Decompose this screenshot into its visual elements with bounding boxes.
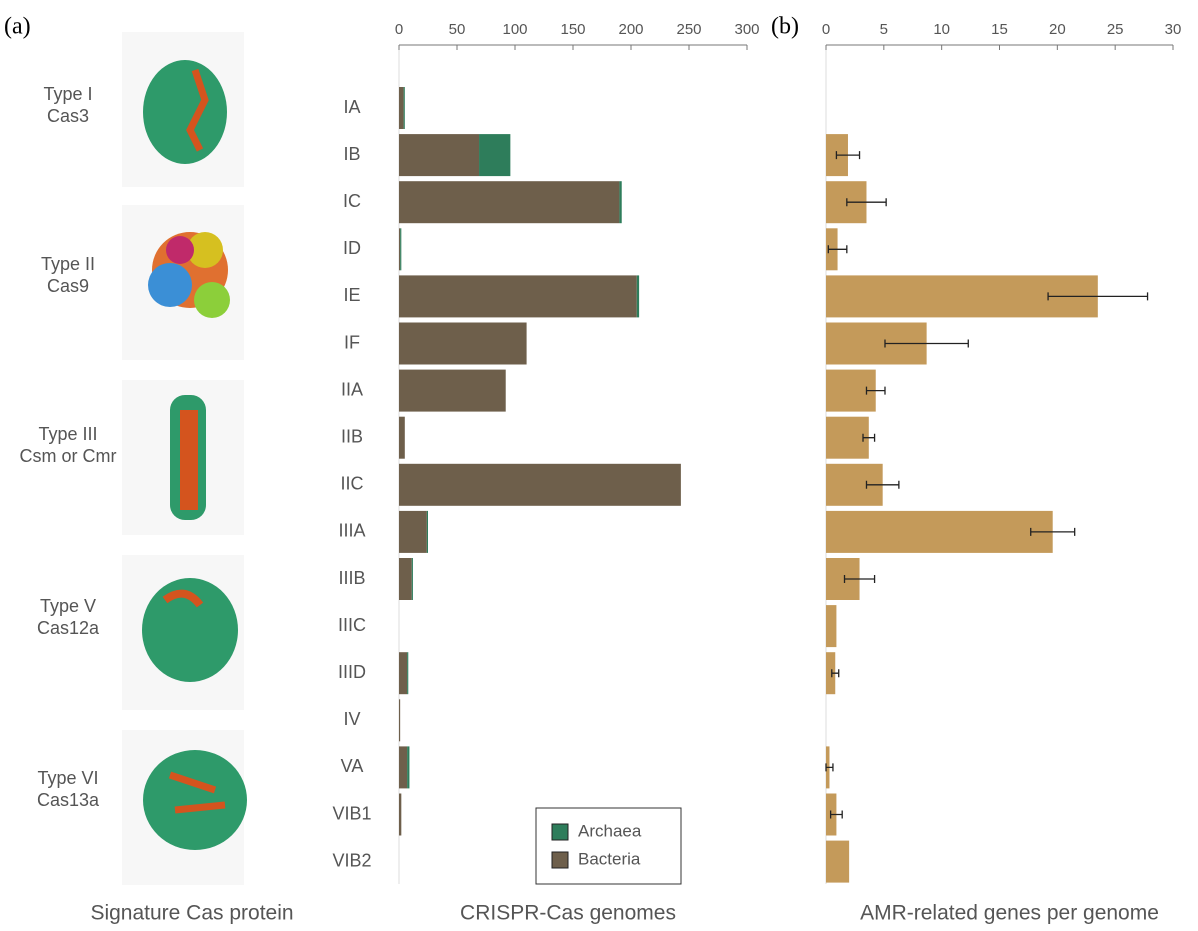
panel-label: (a) [4, 14, 31, 40]
legend-label: Archaea [578, 821, 642, 840]
x-tick-label: 50 [449, 21, 466, 38]
legend-box [536, 808, 681, 884]
x-tick-label: 250 [676, 21, 701, 38]
bar-segment [399, 699, 400, 741]
axis-label: CRISPR-Cas genomes [460, 902, 676, 925]
bar-segment [399, 275, 637, 317]
y-tick-label: IC [343, 191, 361, 211]
protein-type: Type I [43, 84, 92, 104]
bar-segment [637, 275, 639, 317]
figure: (a) (b) Signature Cas protein Type ICas3… [0, 0, 1198, 931]
protein-name: Cas9 [47, 276, 89, 296]
y-tick-label: IV [343, 709, 360, 729]
bar-segment [399, 511, 427, 553]
bar-segment [399, 746, 407, 788]
y-tick-label: VIB1 [332, 803, 371, 823]
x-tick-label: 0 [395, 21, 403, 38]
bar-segment [619, 181, 621, 223]
x-tick-label: 100 [502, 21, 527, 38]
bar-segment [479, 134, 510, 176]
bar-segment [407, 746, 409, 788]
bar-segment [399, 558, 412, 600]
protein-type: Type V [40, 596, 96, 616]
bar-segment [399, 417, 405, 459]
y-tick-label: IIIC [338, 615, 366, 635]
bar-segment [412, 558, 413, 600]
bar [826, 511, 1053, 553]
bar-segment [399, 464, 681, 506]
x-tick-label: 25 [1107, 21, 1124, 38]
y-tick-label: VA [341, 756, 364, 776]
bar-segment [427, 511, 428, 553]
bar-segment [399, 652, 407, 694]
bar [826, 605, 836, 647]
protein-name: Cas12a [37, 618, 100, 638]
x-tick-label: 0 [822, 21, 830, 38]
x-tick-label: 30 [1165, 21, 1182, 38]
axis-label: AMR-related genes per genome [860, 902, 1159, 925]
y-tick-label: IIIA [338, 521, 365, 541]
x-tick-label: 200 [618, 21, 643, 38]
structure [143, 60, 227, 164]
bar-segment [399, 181, 619, 223]
y-tick-label: IE [343, 285, 360, 305]
structure [143, 750, 247, 850]
y-tick-label: IIIB [338, 568, 365, 588]
bar-segment [399, 370, 506, 412]
bar-segment [399, 134, 479, 176]
bar-segment [399, 794, 401, 836]
legend-label: Bacteria [578, 849, 641, 868]
y-tick-label: IB [343, 144, 360, 164]
y-tick-label: IA [343, 97, 360, 117]
x-tick-label: 15 [991, 21, 1008, 38]
bar [826, 841, 849, 883]
y-tick-label: ID [343, 238, 361, 258]
y-tick-label: IIA [341, 379, 363, 399]
x-tick-label: 150 [560, 21, 585, 38]
y-tick-label: IIID [338, 662, 366, 682]
y-tick-label: IF [344, 332, 360, 352]
bar-segment [399, 87, 404, 129]
panel-label: (b) [771, 14, 799, 40]
protein-name: Cas13a [37, 790, 100, 810]
legend-swatch [552, 824, 568, 840]
bar-segment [400, 228, 401, 270]
bar-segment [399, 228, 400, 270]
x-tick-label: 20 [1049, 21, 1066, 38]
legend-swatch [552, 852, 568, 868]
protein-type: Type II [41, 254, 95, 274]
protein-type: Type III [38, 424, 97, 444]
bar-segment [407, 652, 408, 694]
x-tick-label: 300 [734, 21, 759, 38]
y-tick-label: IIC [340, 474, 363, 494]
bar-segment [404, 87, 405, 129]
protein-type: Type VI [37, 768, 98, 788]
protein-name: Cas3 [47, 106, 89, 126]
y-tick-label: VIB2 [332, 850, 371, 870]
bar-segment [399, 323, 527, 365]
y-tick-label: IIB [341, 426, 363, 446]
protein-name: Csm or Cmr [20, 446, 117, 466]
protein-structures [122, 32, 247, 885]
x-tick-label: 5 [880, 21, 888, 38]
x-tick-label: 10 [933, 21, 950, 38]
axis-label: Signature Cas protein [90, 902, 293, 925]
